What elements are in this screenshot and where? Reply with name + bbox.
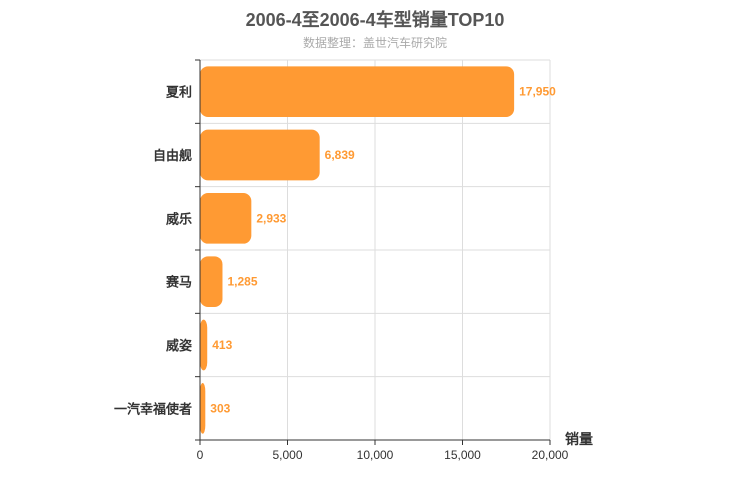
x-tick-label-4: 20,000 [532, 448, 569, 462]
bar-0 [200, 66, 515, 117]
chart-title: 2006-4至2006-4车型销量TOP10 [245, 10, 505, 30]
category-label-5: 一汽幸福使者 [114, 401, 192, 416]
chart-subtitle: 数据整理：盖世汽车研究院 [302, 36, 447, 50]
x-tick-label-1: 5,000 [272, 448, 302, 462]
bar-1 [200, 129, 320, 181]
bar-4 [200, 319, 208, 371]
bar-2 [200, 193, 252, 244]
value-label-3: 1,285 [227, 275, 257, 289]
x-tick-label-2: 10,000 [357, 448, 394, 462]
labels: 17,950 夏利 6,839 自由舰 2,933 威乐 1,285 赛马 413 威姿 303 一汽… [114, 85, 593, 462]
bar-5 [200, 383, 206, 434]
category-label-3: 赛马 [165, 275, 192, 290]
grid-lines [200, 59, 551, 440]
category-label-2: 威乐 [166, 211, 192, 226]
x-axis-name: 销量 [565, 431, 593, 447]
category-label-4: 威姿 [166, 338, 192, 353]
value-label-0: 17,950 [519, 85, 556, 99]
value-label-5: 303 [210, 401, 230, 415]
value-label-4: 413 [212, 338, 232, 352]
value-label-1: 6,839 [325, 148, 355, 162]
x-tick-label-0: 0 [197, 448, 204, 462]
category-label-0: 夏利 [165, 85, 192, 100]
bar-3 [200, 256, 223, 307]
x-tick-label-3: 15,000 [444, 448, 481, 462]
axes [195, 59, 551, 445]
bars [200, 66, 515, 434]
value-label-2: 2,933 [256, 211, 286, 225]
category-label-1: 自由舰 [153, 148, 192, 163]
